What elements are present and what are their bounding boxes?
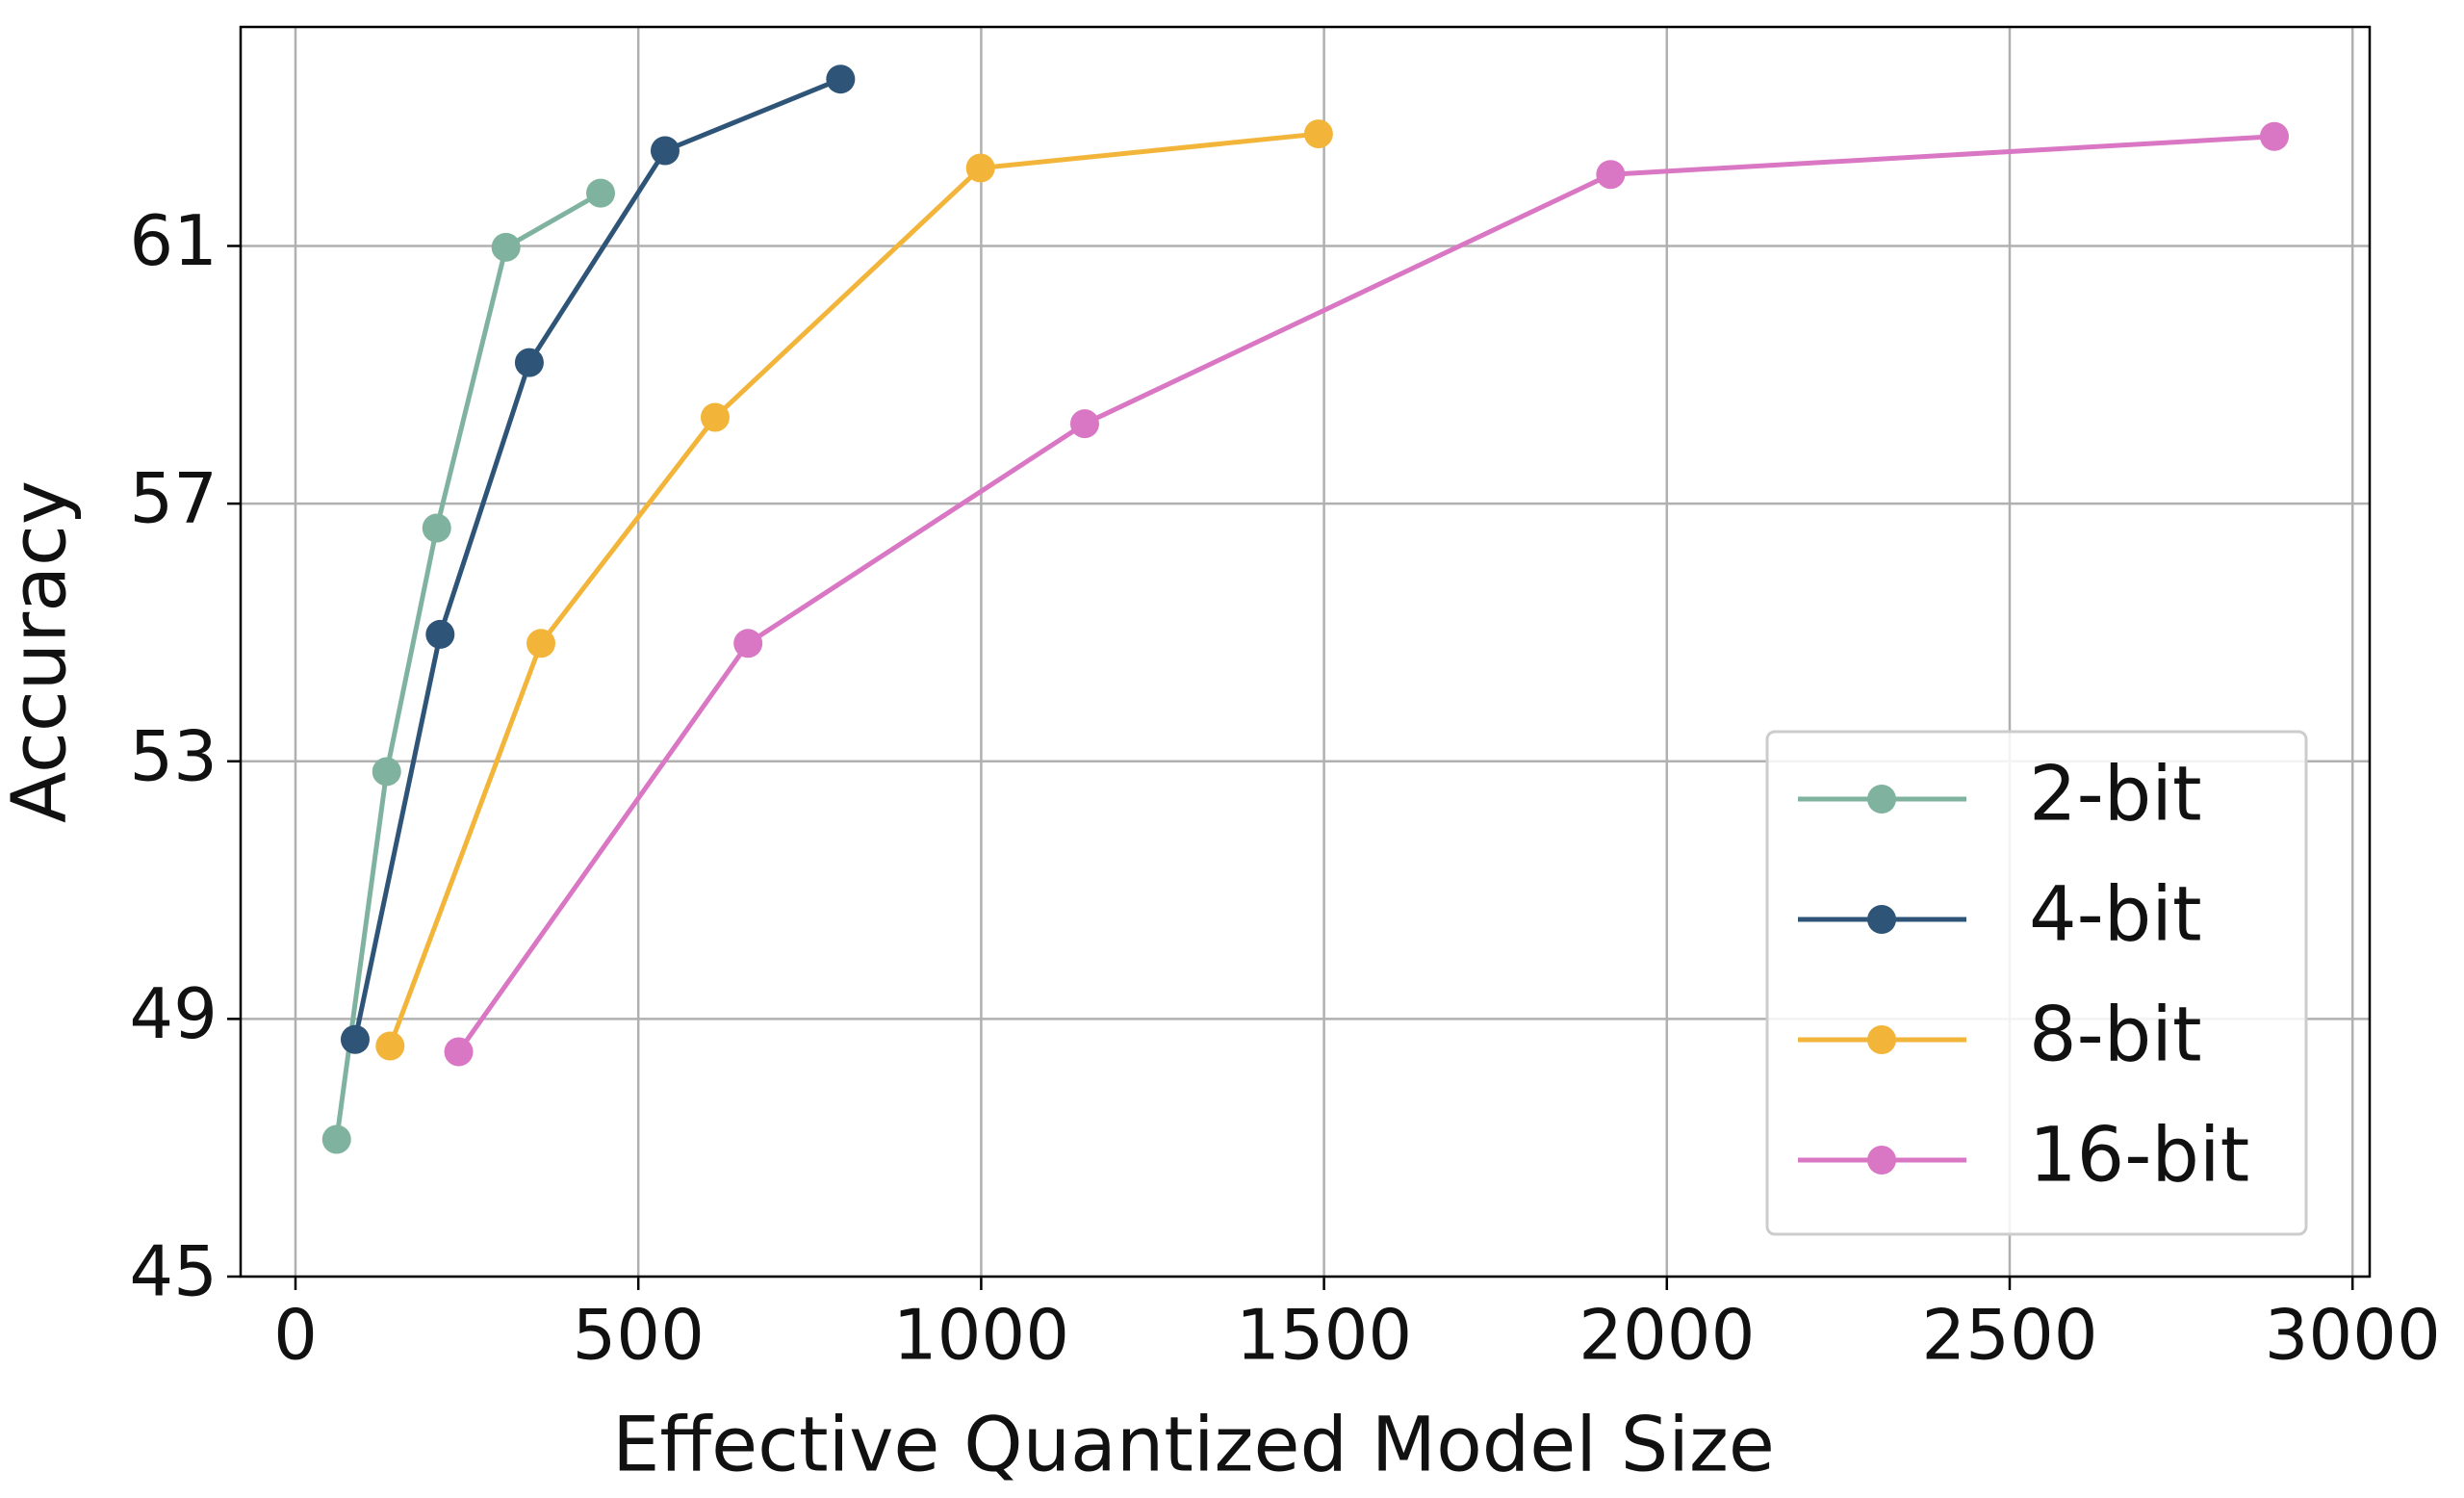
- data-point: [1596, 160, 1626, 190]
- legend-marker: [1867, 785, 1896, 814]
- legend-label: 4-bit: [2029, 871, 2202, 958]
- y-tick-label: 49: [129, 973, 218, 1054]
- data-point: [514, 348, 544, 377]
- legend-marker: [1867, 905, 1896, 934]
- y-tick-label: 57: [129, 458, 218, 539]
- legend-marker: [1867, 1025, 1896, 1054]
- series-line: [387, 131, 1320, 1047]
- data-point: [826, 65, 856, 94]
- legend-label: 8-bit: [2029, 992, 2202, 1078]
- x-tick-label: 1000: [893, 1295, 1069, 1376]
- x-tick-label: 1500: [1236, 1295, 1412, 1376]
- data-point: [375, 1031, 405, 1061]
- data-point: [1069, 409, 1099, 439]
- y-tick-label: 61: [129, 200, 218, 281]
- series-line: [334, 191, 603, 1140]
- plot-frame: [239, 25, 2372, 1278]
- data-point: [491, 232, 521, 262]
- data-point: [700, 402, 730, 432]
- data-point: [586, 178, 616, 208]
- x-axis-label: Effective Quantized Model Size: [612, 1402, 1775, 1488]
- data-point: [2259, 121, 2289, 151]
- data-point: [733, 629, 763, 659]
- data-point: [444, 1037, 474, 1067]
- data-point: [1303, 119, 1333, 149]
- data-point: [425, 619, 455, 649]
- x-tick-label: 3000: [2265, 1295, 2441, 1376]
- data-point: [650, 136, 680, 166]
- x-tick-label: 500: [572, 1295, 704, 1376]
- data-point: [340, 1024, 370, 1054]
- x-tick-label: 2000: [1578, 1295, 1755, 1376]
- legend-label: 2-bit: [2029, 751, 2202, 838]
- legend-box: [1765, 730, 2308, 1236]
- legend-label: 16-bit: [2029, 1112, 2249, 1199]
- legend-marker: [1867, 1146, 1896, 1175]
- data-point: [965, 153, 995, 183]
- x-tick-label: 0: [273, 1295, 318, 1376]
- data-point: [422, 513, 451, 543]
- data-point: [321, 1124, 351, 1154]
- x-tick-label: 2500: [1921, 1295, 2097, 1376]
- y-tick-label: 53: [129, 715, 218, 796]
- data-point: [526, 629, 556, 659]
- data-point: [372, 757, 401, 787]
- y-axis-label: Accuracy: [0, 480, 83, 823]
- y-tick-label: 45: [129, 1231, 218, 1312]
